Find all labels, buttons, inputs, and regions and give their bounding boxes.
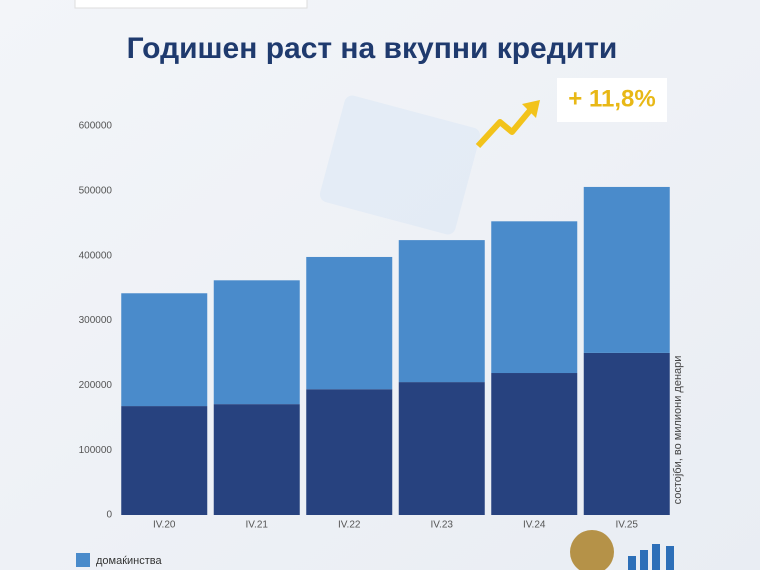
- axis-note: состојби, во милиони денари: [672, 356, 684, 505]
- logo-bar: [640, 550, 648, 570]
- y-tick-label: 0: [106, 510, 112, 521]
- logo-bar: [628, 556, 636, 570]
- bar-segment: [398, 240, 485, 383]
- logo-emblem: [570, 530, 614, 570]
- annotation-box: [557, 78, 667, 122]
- y-tick-label: 100000: [79, 445, 113, 456]
- card-decoration: [319, 95, 481, 235]
- x-tick-label: IV.24: [523, 520, 546, 531]
- bar-segment: [583, 186, 670, 353]
- y-tick-label: 600000: [79, 121, 113, 132]
- logo-bar: [666, 546, 674, 570]
- bar-segment: [491, 221, 578, 374]
- growth-arrow-head: [522, 100, 540, 118]
- bar-segment: [583, 352, 670, 515]
- chart-title: Годишен раст на вкупни кредити: [127, 32, 618, 65]
- y-tick-label: 300000: [79, 315, 113, 326]
- bar-segment: [398, 382, 485, 515]
- y-tick-label: 200000: [79, 380, 113, 391]
- legend-label: домаќинства: [96, 555, 163, 567]
- bar-segment: [213, 280, 300, 405]
- growth-arrow: [475, 106, 535, 149]
- bar-segment: [306, 389, 393, 515]
- bar-segment: [121, 293, 208, 407]
- x-tick-label: IV.23: [431, 520, 454, 531]
- x-tick-label: IV.25: [616, 520, 639, 531]
- bar-segment: [491, 373, 578, 515]
- bar-segment: [121, 406, 208, 515]
- annotation: + 11,8%: [568, 85, 655, 112]
- x-tick-label: IV.22: [338, 520, 361, 531]
- y-tick-label: 500000: [79, 185, 113, 196]
- bar-segment: [213, 404, 300, 515]
- y-tick-label: 400000: [79, 250, 113, 261]
- bar-segment: [306, 256, 393, 390]
- x-tick-label: IV.21: [246, 520, 269, 531]
- top-box: [74, 0, 308, 9]
- x-tick-label: IV.20: [153, 520, 176, 531]
- logo-bar: [652, 544, 660, 570]
- legend-swatch: [76, 553, 90, 567]
